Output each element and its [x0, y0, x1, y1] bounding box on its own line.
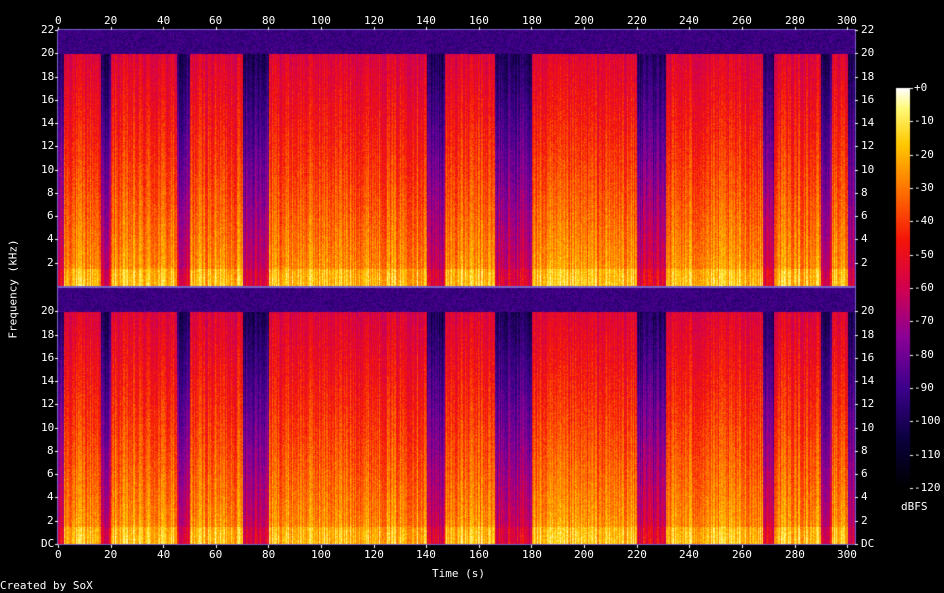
y-tick-label-right: 8: [861, 444, 868, 457]
x-tick-label-bottom: 140: [416, 548, 436, 561]
x-tick-label-top: 40: [157, 14, 171, 27]
y-tick-label-left: 2: [47, 256, 54, 269]
x-tick-label-bottom: 200: [574, 548, 594, 561]
x-tick-label-top: 240: [679, 14, 699, 27]
x-axis-title: Time (s): [432, 567, 485, 580]
y-tick-label-left: 18: [41, 70, 55, 83]
x-tick-label-bottom: 160: [469, 548, 489, 561]
y-tick-label-right: 14: [861, 116, 875, 129]
y-tick-label-right: 2: [861, 514, 868, 527]
colorbar-unit-label: dBFS: [901, 500, 928, 513]
x-tick-label-top: 100: [311, 14, 331, 27]
y-tick-label-left: 2: [47, 514, 54, 527]
y-tick-label-right: DC: [861, 537, 875, 550]
x-tick-label-top: 60: [209, 14, 223, 27]
colorbar-tick-label: -100: [914, 414, 941, 427]
y-tick-label-left: 22: [41, 23, 55, 36]
x-tick-label-bottom: 40: [157, 548, 171, 561]
y-tick-label-left: 16: [41, 93, 55, 106]
y-tick-label-left: 8: [47, 186, 54, 199]
footer-credit: Created by SoX: [0, 579, 93, 592]
x-tick-label-bottom: 60: [209, 548, 223, 561]
x-tick-label-bottom: 280: [785, 548, 805, 561]
y-tick-label-right: 10: [861, 163, 875, 176]
y-tick-label-left: 20: [41, 304, 55, 317]
y-tick-label-left: 4: [47, 490, 54, 503]
colorbar-tick-label: +0: [914, 81, 928, 94]
y-tick-label-right: 18: [861, 70, 875, 83]
y-tick-label-right: 16: [861, 93, 875, 106]
y-tick-label-right: 8: [861, 186, 868, 199]
y-tick-label-right: 10: [861, 421, 875, 434]
x-tick-label-top: 220: [627, 14, 647, 27]
colorbar-tick-label: -60: [914, 281, 934, 294]
colorbar-tick-label: -110: [914, 448, 941, 461]
y-tick-label-left: 8: [47, 444, 54, 457]
colorbar-tick-label: -40: [914, 214, 934, 227]
x-tick-label-bottom: 0: [55, 548, 62, 561]
y-tick-label-left: 4: [47, 232, 54, 245]
y-tick-label-left: 16: [41, 351, 55, 364]
colorbar-tick-label: -120: [914, 481, 941, 494]
x-tick-label-top: 160: [469, 14, 489, 27]
x-tick-label-bottom: 80: [262, 548, 276, 561]
y-tick-label-left: 12: [41, 397, 55, 410]
y-tick-label-right: 12: [861, 139, 875, 152]
x-tick-label-bottom: 180: [522, 548, 542, 561]
x-tick-label-top: 20: [104, 14, 118, 27]
y-tick-label-right: 22: [861, 23, 875, 36]
y-tick-label-left: 12: [41, 139, 55, 152]
colorbar-tick-label: -30: [914, 181, 934, 194]
x-tick-label-top: 140: [416, 14, 436, 27]
y-tick-label-right: 4: [861, 232, 868, 245]
x-tick-label-bottom: 20: [104, 548, 118, 561]
y-tick-label-left: 10: [41, 421, 55, 434]
colorbar-tick-label: -70: [914, 314, 934, 327]
x-tick-label-bottom: 120: [364, 548, 384, 561]
y-tick-label-left: 14: [41, 116, 55, 129]
x-tick-label-top: 120: [364, 14, 384, 27]
colorbar-tick-label: -20: [914, 148, 934, 161]
y-tick-label-right: 6: [861, 209, 868, 222]
y-tick-label-left: DC: [41, 537, 55, 550]
x-tick-label-bottom: 260: [732, 548, 752, 561]
colorbar-tick-label: -90: [914, 381, 934, 394]
y-tick-label-right: 4: [861, 490, 868, 503]
x-tick-label-top: 0: [55, 14, 62, 27]
y-tick-label-right: 20: [861, 46, 875, 59]
x-tick-label-top: 280: [785, 14, 805, 27]
y-tick-label-left: 20: [41, 46, 55, 59]
colorbar-tick-label: -80: [914, 348, 934, 361]
y-tick-label-left: 6: [47, 209, 54, 222]
y-tick-label-right: 2: [861, 256, 868, 269]
x-tick-label-top: 80: [262, 14, 276, 27]
x-tick-label-bottom: 220: [627, 548, 647, 561]
colorbar-tick-label: -50: [914, 248, 934, 261]
y-tick-label-right: 20: [861, 304, 875, 317]
y-tick-label-left: 18: [41, 328, 55, 341]
y-tick-label-right: 18: [861, 328, 875, 341]
y-tick-label-left: 14: [41, 374, 55, 387]
x-tick-label-top: 300: [837, 14, 857, 27]
y-axis-title: Frequency (kHz): [6, 239, 20, 339]
y-tick-label-left: 10: [41, 163, 55, 176]
y-tick-label-right: 16: [861, 351, 875, 364]
x-tick-label-top: 260: [732, 14, 752, 27]
colorbar-tick-label: -10: [914, 114, 934, 127]
x-tick-label-top: 200: [574, 14, 594, 27]
x-tick-label-top: 180: [522, 14, 542, 27]
x-tick-label-bottom: 300: [837, 548, 857, 561]
x-tick-label-bottom: 240: [679, 548, 699, 561]
y-tick-label-right: 12: [861, 397, 875, 410]
x-tick-label-bottom: 100: [311, 548, 331, 561]
y-tick-label-left: 6: [47, 467, 54, 480]
y-tick-label-right: 6: [861, 467, 868, 480]
y-tick-label-right: 14: [861, 374, 875, 387]
